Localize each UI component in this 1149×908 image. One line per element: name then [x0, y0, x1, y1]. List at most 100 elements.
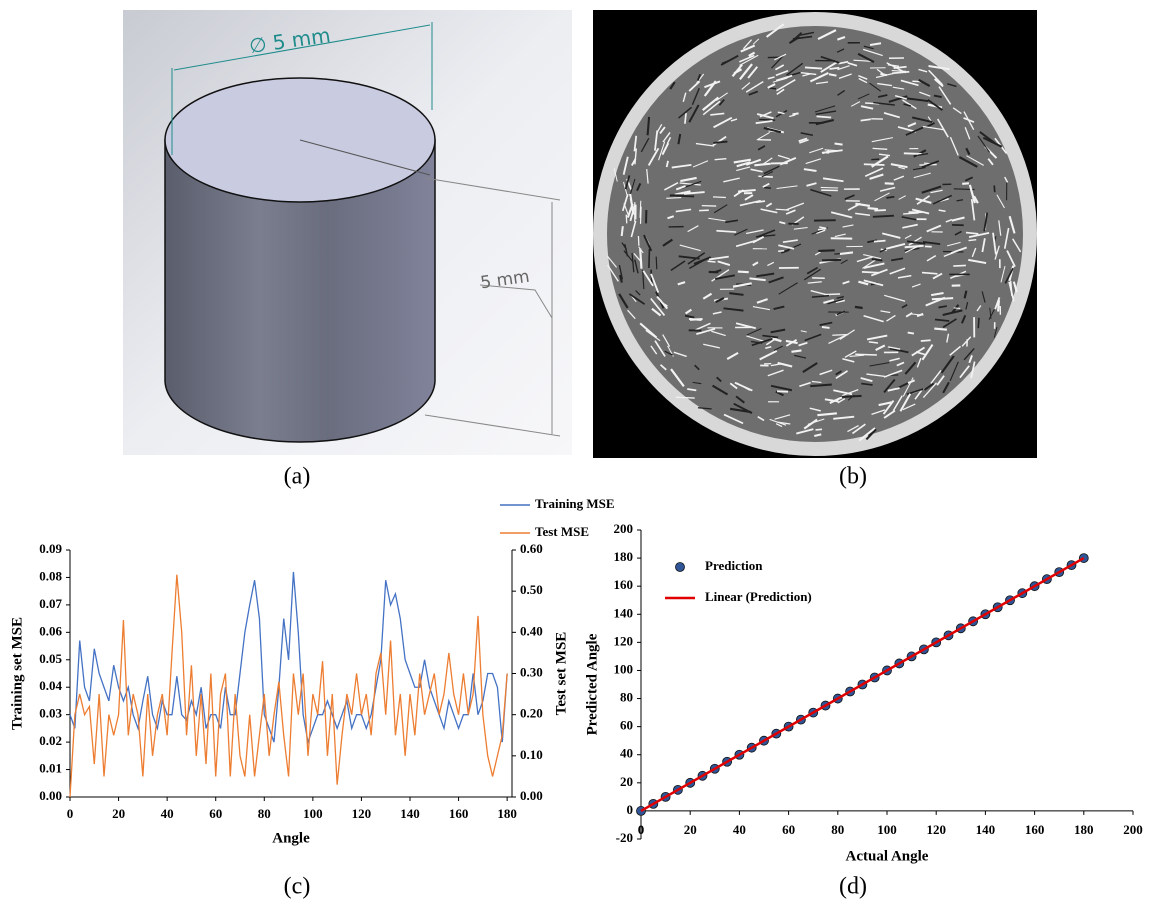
ct-fiber	[819, 369, 833, 376]
ct-fiber	[885, 243, 906, 250]
ct-fiber	[914, 390, 923, 400]
ct-fiber	[774, 414, 791, 420]
ct-fiber	[965, 231, 979, 235]
ct-fiber	[847, 425, 859, 433]
ct-fiber	[692, 160, 709, 168]
ct-fiber	[1006, 250, 1016, 268]
ct-fiber	[723, 413, 744, 425]
ct-fiber	[664, 182, 679, 191]
ct-fiber	[926, 254, 937, 262]
ct-fiber	[872, 214, 894, 218]
ct-fiber	[919, 91, 931, 97]
ct-fiber	[770, 337, 782, 343]
ct-fiber	[913, 172, 931, 179]
ct-fiber	[733, 158, 752, 164]
ct-fiber	[867, 239, 878, 244]
ct-fiber	[983, 212, 989, 232]
ct-fiber	[800, 132, 813, 136]
ct-fiber	[951, 216, 965, 222]
ct-fiber	[729, 407, 752, 414]
ct-fiber	[730, 118, 738, 122]
ct-fiber	[869, 173, 884, 180]
ct-fiber	[936, 375, 945, 386]
ct-fiber	[696, 327, 716, 335]
ct-fiber	[683, 191, 705, 195]
dimension-line	[424, 177, 561, 201]
ct-fiber	[942, 381, 950, 394]
ct-fiber	[840, 259, 848, 265]
ct-fiber	[998, 220, 1002, 236]
ct-fiber	[802, 362, 818, 373]
ct-fiber	[794, 354, 807, 359]
ct-fiber	[847, 62, 858, 67]
legend-label: Linear (Prediction)	[705, 589, 812, 604]
ct-fiber	[1009, 280, 1013, 296]
ct-fiber	[752, 38, 760, 45]
ct-fiber	[734, 381, 753, 392]
ct-fiber	[767, 83, 776, 89]
x-tick-label: 100	[303, 806, 323, 821]
ct-fiber	[739, 63, 753, 81]
ct-fiber	[640, 137, 650, 153]
ct-fiber	[946, 241, 961, 247]
ct-fiber	[949, 136, 959, 156]
ct-fiber	[953, 307, 961, 310]
ct-fiber	[732, 282, 752, 288]
ct-fiber	[746, 327, 762, 336]
ct-fiber	[630, 220, 637, 238]
cylinder-body	[164, 139, 436, 443]
ct-fiber	[844, 350, 857, 358]
ct-fiber	[759, 118, 776, 121]
ct-fiber	[890, 163, 908, 169]
ct-fiber	[866, 334, 888, 341]
ct-fiber	[858, 77, 868, 84]
ct-fiber	[903, 212, 919, 215]
ct-fiber	[708, 255, 729, 261]
ct-fiber	[789, 114, 796, 118]
ct-fiber	[838, 60, 849, 65]
ct-fiber	[713, 204, 728, 214]
ct-fiber	[662, 238, 673, 247]
ct-fiber	[750, 168, 763, 173]
y-tick-label: 0.06	[39, 623, 62, 638]
ct-fiber	[642, 270, 645, 290]
ct-fiber	[774, 64, 785, 71]
ct-fiber	[896, 361, 905, 367]
ct-fiber	[654, 340, 666, 357]
ct-fiber	[871, 258, 883, 262]
ct-fiber	[1012, 238, 1022, 253]
ct-fiber	[947, 83, 957, 88]
ct-fiber	[819, 321, 833, 326]
y-tick-label: 180	[614, 549, 634, 564]
ct-fiber	[886, 314, 896, 322]
ct-fiber	[863, 262, 885, 269]
y-tick-label: 0.03	[39, 706, 62, 721]
ct-fiber	[774, 53, 787, 61]
ct-fiber	[708, 217, 726, 222]
ct-fiber	[643, 234, 653, 252]
ct-fiber	[662, 132, 671, 143]
x-tick-label: 120	[926, 822, 946, 837]
ct-fiber	[981, 238, 986, 253]
ct-fiber	[889, 347, 909, 354]
ct-fiber	[675, 396, 695, 399]
ct-fiber	[892, 70, 910, 75]
ct-fiber	[927, 99, 943, 111]
ct-fiber	[712, 311, 722, 315]
ct-fiber	[673, 351, 687, 358]
ct-fiber	[857, 52, 875, 63]
legend-label: Prediction	[705, 558, 763, 573]
x-axis-title: Actual Angle	[846, 848, 929, 864]
ct-fiber	[863, 45, 874, 50]
ct-fiber	[904, 245, 919, 254]
ct-fiber	[715, 274, 736, 280]
ct-fiber	[808, 168, 815, 172]
data-line	[69, 574, 508, 798]
ct-fiber	[829, 66, 840, 70]
ct-fiber	[731, 63, 743, 77]
ct-fiber	[817, 227, 827, 231]
ct-fiber	[893, 65, 907, 70]
ct-fiber	[968, 184, 976, 204]
ct-fiber	[932, 272, 943, 280]
ct-fiber	[891, 257, 904, 262]
